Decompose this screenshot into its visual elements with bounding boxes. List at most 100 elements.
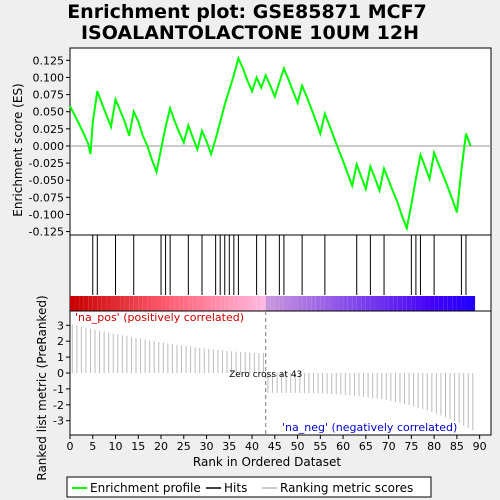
es-ytick-label: -0.100 — [29, 208, 64, 221]
colorbar-segment — [315, 296, 321, 311]
colorbar-segment — [265, 296, 271, 311]
rank-xtick-label: 55 — [313, 440, 327, 453]
rank-colorbar — [70, 296, 476, 311]
rank-xtick-label: 70 — [382, 440, 396, 453]
colorbar-segment — [215, 296, 221, 311]
colorbar-segment — [106, 296, 111, 311]
colorbar-segment — [115, 296, 121, 311]
colorbar-segment — [70, 296, 75, 311]
rank-ylabel: Ranked list metric (PreRanked) — [35, 295, 49, 480]
colorbar-segment — [306, 296, 312, 311]
rank-xtick-label: 30 — [200, 440, 214, 453]
colorbar-segment — [201, 296, 207, 311]
colorbar-segment — [384, 296, 389, 311]
colorbar-segment — [138, 296, 143, 311]
zero-cross-label: Zero cross at 43 — [229, 370, 302, 380]
rank-xtick-label: 90 — [473, 440, 487, 453]
colorbar-segment — [347, 296, 353, 311]
rank-xtick-label: 85 — [450, 440, 464, 453]
legend: Enrichment profile Hits Ranking metric sco… — [72, 481, 413, 495]
colorbar-segment — [229, 296, 234, 311]
rank-ytick-label: -3 — [53, 415, 64, 428]
es-yaxis: -0.125 -0.100 -0.075 -0.050 -0.025 0.000 0.025… — [29, 54, 70, 239]
colorbar-segment — [88, 296, 93, 311]
rank-ytick-label: 3 — [57, 319, 64, 332]
colorbar-segment — [425, 296, 430, 311]
colorbar-segment — [170, 296, 175, 311]
colorbar-segment — [238, 296, 243, 311]
colorbar-segment — [256, 296, 262, 311]
colorbar-segment — [461, 296, 466, 311]
legend-label: Hits — [224, 481, 247, 495]
colorbar-segment — [338, 296, 344, 311]
es-profile-line — [69, 55, 472, 232]
rank-ytick-label: 1 — [57, 351, 64, 364]
colorbar-segment — [379, 296, 385, 311]
colorbar-segment — [324, 296, 330, 311]
es-ytick-label: 0.075 — [33, 89, 65, 102]
colorbar-segment — [211, 296, 216, 311]
colorbar-segment — [297, 296, 303, 311]
colorbar-segment — [456, 296, 462, 311]
colorbar-segment — [411, 296, 416, 311]
colorbar-segment — [188, 296, 193, 311]
colorbar-segment — [406, 296, 412, 311]
chart-title-line2: ISOALANTOLACTONE 10UM 12H — [81, 22, 419, 44]
colorbar-segment — [133, 296, 139, 311]
es-ytick-label: 0.000 — [33, 140, 65, 153]
colorbar-segment — [452, 296, 457, 311]
rank-xtick-label: 35 — [222, 440, 236, 453]
colorbar-segment — [356, 296, 362, 311]
colorbar-segment — [393, 296, 398, 311]
es-ytick-label: 0.050 — [33, 106, 65, 119]
colorbar-segment — [174, 296, 180, 311]
colorbar-segment — [302, 296, 307, 311]
colorbar-segment — [420, 296, 426, 311]
colorbar-segment — [352, 296, 357, 311]
colorbar-segment — [434, 296, 439, 311]
es-ytick-label: -0.125 — [29, 226, 64, 239]
rank-xtick-label: 15 — [131, 440, 145, 453]
es-ytick-label: 0.100 — [33, 71, 65, 84]
rank-xtick-label: 40 — [245, 440, 259, 453]
legend-label: Ranking metric scores — [280, 481, 413, 495]
rank-xtick-label: 25 — [177, 440, 191, 453]
rank-yaxis: -3 -2 -1 0 1 2 3 — [53, 319, 70, 428]
colorbar-segment — [247, 296, 253, 311]
rank-xtick-label: 20 — [154, 440, 168, 453]
colorbar-segment — [279, 296, 284, 311]
es-ytick-label: 0.025 — [33, 123, 65, 136]
colorbar-segment — [343, 296, 348, 311]
colorbar-segment — [242, 296, 248, 311]
es-ytick-label: -0.025 — [29, 157, 64, 170]
rank-ytick-label: 0 — [57, 367, 64, 380]
es-ytick-label: 0.125 — [33, 54, 65, 67]
colorbar-segment — [470, 296, 476, 311]
colorbar-segment — [447, 296, 453, 311]
es-ytick-label: -0.075 — [29, 191, 64, 204]
rank-xtick-label: 75 — [404, 440, 418, 453]
colorbar-segment — [179, 296, 184, 311]
colorbar-segment — [92, 296, 98, 311]
rank-xtick-label: 10 — [109, 440, 123, 453]
rank-ytick-label: -2 — [53, 399, 64, 412]
rank-xtick-label: 50 — [291, 440, 305, 453]
colorbar-segment — [97, 296, 102, 311]
colorbar-segment — [142, 296, 148, 311]
colorbar-segment — [110, 296, 116, 311]
negative-correlation-label: 'na_neg' (negatively correlated) — [282, 421, 457, 434]
rank-ytick-label: -1 — [53, 383, 64, 396]
chart-title-line1: Enrichment plot: GSE85871 MCF7 — [67, 1, 427, 23]
colorbar-segment — [283, 296, 289, 311]
colorbar-segment — [465, 296, 471, 311]
legend-label: Enrichment profile — [90, 481, 201, 495]
ranking-metric-bars — [71, 324, 474, 431]
colorbar-segment — [361, 296, 366, 311]
colorbar-segment — [197, 296, 202, 311]
colorbar-segment — [397, 296, 403, 311]
colorbar-segment — [252, 296, 257, 311]
colorbar-segment — [320, 296, 325, 311]
colorbar-segment — [329, 296, 334, 311]
legend-box — [66, 476, 432, 498]
